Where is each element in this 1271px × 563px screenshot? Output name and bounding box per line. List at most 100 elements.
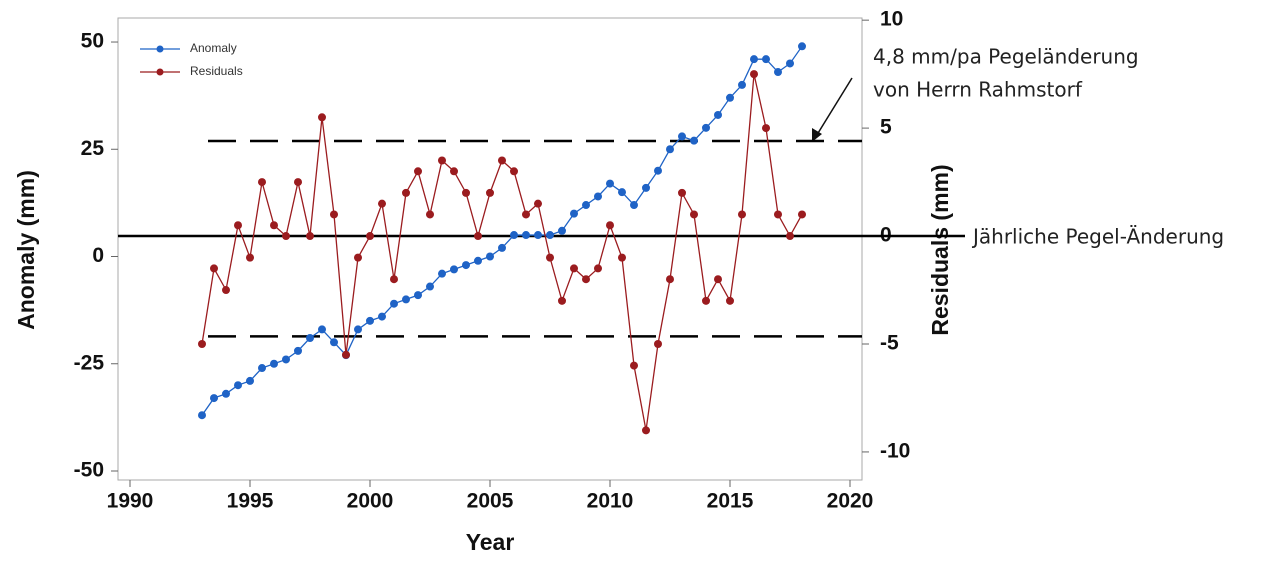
data-point — [498, 243, 506, 252]
data-point — [294, 346, 302, 355]
data-point — [762, 55, 770, 64]
data-point — [606, 179, 614, 188]
legend-marker — [156, 45, 164, 53]
data-point — [546, 231, 554, 240]
data-point — [378, 199, 386, 208]
data-point — [558, 296, 566, 305]
x-tick-label: 2000 — [347, 490, 394, 513]
x-tick-label: 2015 — [707, 490, 754, 513]
x-tick-label: 1990 — [107, 490, 154, 513]
y-tick-label: -25 — [74, 351, 105, 374]
data-point — [798, 42, 806, 51]
data-point — [798, 210, 806, 219]
data-point — [534, 199, 542, 208]
data-point — [630, 361, 638, 370]
data-point — [354, 325, 362, 334]
x-tick-label: 1995 — [227, 490, 274, 513]
data-point — [234, 221, 242, 230]
data-point — [306, 232, 314, 241]
annotation-arrow — [814, 77, 853, 139]
y2-axis-title: Residuals (mm) — [927, 164, 953, 335]
x-tick-label: 2010 — [587, 490, 634, 513]
data-point — [654, 166, 662, 175]
data-point — [582, 201, 590, 210]
data-point — [630, 201, 638, 210]
data-point — [786, 59, 794, 68]
data-point — [666, 275, 674, 284]
data-point — [510, 167, 518, 176]
data-point — [606, 221, 614, 230]
data-point — [510, 231, 518, 240]
data-point — [330, 210, 338, 219]
data-point — [366, 232, 374, 241]
data-point — [570, 264, 578, 273]
data-point — [618, 188, 626, 197]
data-point — [582, 275, 590, 284]
data-point — [450, 265, 458, 274]
data-point — [258, 364, 266, 373]
legend-label: Anomaly — [190, 41, 237, 55]
data-point — [522, 231, 530, 240]
data-point — [246, 253, 254, 262]
data-point — [342, 350, 350, 359]
data-point — [270, 221, 278, 230]
data-point — [534, 231, 542, 240]
data-point — [210, 264, 218, 273]
data-point — [774, 68, 782, 77]
data-point — [678, 188, 686, 197]
data-point — [402, 295, 410, 304]
data-point — [282, 232, 290, 241]
data-point — [714, 110, 722, 119]
data-point — [390, 299, 398, 308]
data-point — [222, 389, 230, 398]
data-point — [198, 411, 206, 420]
data-point — [294, 178, 302, 187]
data-point — [474, 256, 482, 265]
data-point — [522, 210, 530, 219]
data-point — [270, 359, 278, 368]
data-point — [594, 264, 602, 273]
y2-tick-label: 10 — [880, 8, 903, 31]
data-point — [318, 113, 326, 122]
arrow-head — [812, 128, 822, 142]
data-point — [702, 123, 710, 132]
data-point — [546, 253, 554, 262]
data-point — [678, 132, 686, 141]
data-point — [738, 80, 746, 89]
data-point — [690, 210, 698, 219]
data-point — [738, 210, 746, 219]
data-point — [702, 296, 710, 305]
data-point — [462, 188, 470, 197]
data-point — [654, 339, 662, 348]
data-point — [666, 145, 674, 154]
data-point — [762, 124, 770, 133]
data-point — [402, 188, 410, 197]
data-point — [306, 334, 314, 343]
data-point — [750, 55, 758, 64]
y-tick-label: 0 — [92, 244, 104, 267]
y-tick-label: 50 — [81, 30, 104, 53]
data-point — [378, 312, 386, 321]
y-tick-label: -50 — [74, 459, 104, 482]
x-axis-title: Year — [466, 529, 515, 555]
data-point — [246, 376, 254, 385]
data-point — [330, 338, 338, 347]
x-tick-label: 2005 — [467, 490, 514, 513]
data-point — [726, 296, 734, 305]
data-point — [714, 275, 722, 284]
data-point — [354, 253, 362, 262]
data-point — [390, 275, 398, 284]
data-point — [642, 426, 650, 435]
y-axis-title: Anomaly (mm) — [13, 170, 39, 330]
data-point — [642, 183, 650, 192]
data-point — [786, 232, 794, 241]
data-point — [366, 316, 374, 325]
data-point — [210, 394, 218, 403]
data-point — [474, 232, 482, 241]
annotation: 4,8 mm/pa Pegeländerung — [873, 45, 1139, 69]
data-point — [414, 291, 422, 300]
data-point — [462, 261, 470, 270]
data-point — [486, 188, 494, 197]
data-point — [198, 339, 206, 348]
data-point — [258, 178, 266, 187]
